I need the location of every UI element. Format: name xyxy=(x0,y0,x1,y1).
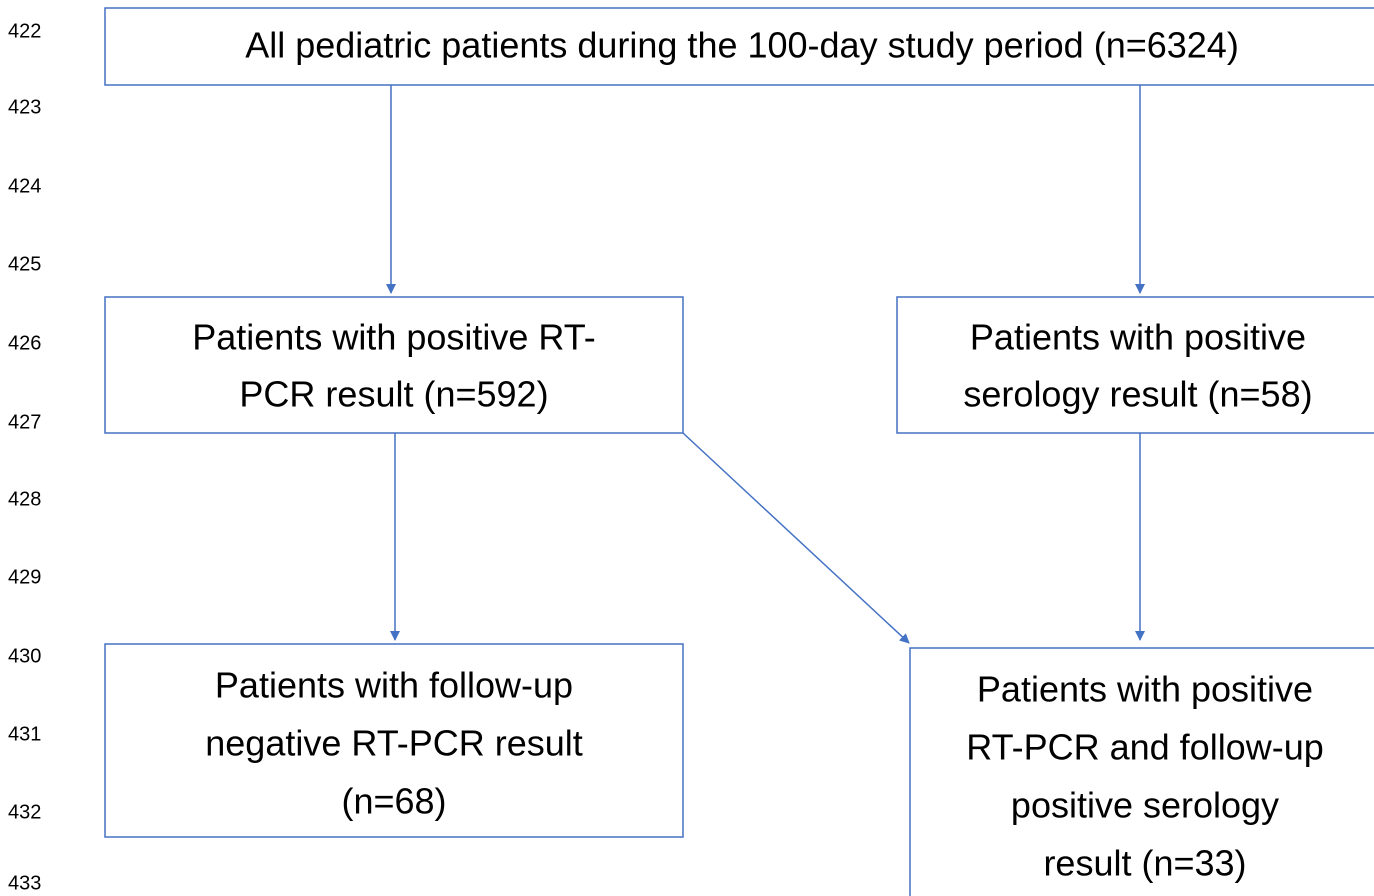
node-box xyxy=(896,296,1374,434)
node-box xyxy=(909,647,1374,896)
node-text: Patients with positive RT- xyxy=(192,317,596,358)
node-text: serology result (n=58) xyxy=(963,374,1312,415)
arrows xyxy=(386,85,1145,644)
line-number: 433 xyxy=(8,872,41,894)
node-text: All pediatric patients during the 100-da… xyxy=(245,25,1239,66)
line-number: 428 xyxy=(8,488,41,510)
node-text: Patients with positive xyxy=(970,317,1306,358)
line-number: 429 xyxy=(8,566,41,588)
line-number: 427 xyxy=(8,411,41,433)
arrow xyxy=(682,432,910,644)
node-text: negative RT-PCR result xyxy=(205,723,583,764)
node-text: Patients with positive xyxy=(977,669,1313,710)
texts: 422 423 424 425 426 427 428 429 430 431 432 433 All … xyxy=(8,20,1324,894)
boxes xyxy=(104,7,1374,896)
node-text: Patients with follow-up xyxy=(215,665,573,706)
line-number: 431 xyxy=(8,723,41,745)
line-number: 425 xyxy=(8,253,41,275)
line-number: 422 xyxy=(8,20,41,42)
line-number: 430 xyxy=(8,645,41,667)
node-text: result (n=33) xyxy=(1043,843,1246,884)
line-number: 432 xyxy=(8,801,41,823)
node-text: (n=68) xyxy=(341,781,446,822)
node-text: PCR result (n=592) xyxy=(239,374,548,415)
node-text: positive serology xyxy=(1011,785,1279,826)
node-box xyxy=(104,7,1374,86)
line-number: 423 xyxy=(8,96,41,118)
line-number: 426 xyxy=(8,332,41,354)
line-number: 424 xyxy=(8,175,41,197)
node-text: RT-PCR and follow-up xyxy=(966,727,1324,768)
node-box xyxy=(104,643,684,838)
node-box xyxy=(104,296,684,434)
